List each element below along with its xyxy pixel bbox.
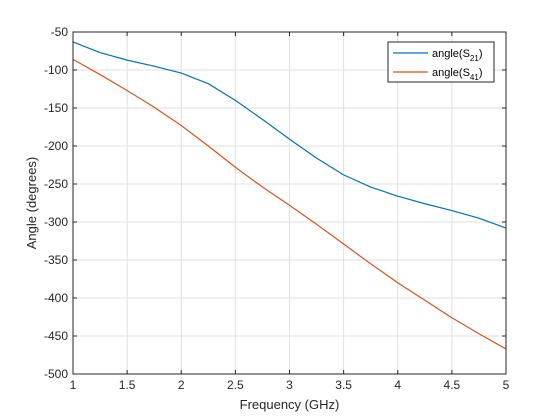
plot-series — [72, 41, 507, 350]
grid — [72, 31, 507, 375]
y-tick-label: -100 — [44, 63, 68, 77]
legend-text-subscript: 21 — [470, 54, 479, 63]
series-line-1 — [72, 41, 507, 229]
x-tick-label: 1.5 — [119, 378, 136, 392]
x-tick-label: 3.5 — [335, 378, 352, 392]
axis-ticks: 1 1.5 2 2.5 3 3.5 4 4.5 5 -50 -100 -150 -200 -250 -300… — [44, 25, 510, 392]
y-axis-label: Angle (degrees) — [24, 157, 39, 250]
legend: angle(S21)angle(S41) — [387, 41, 495, 83]
x-tick-label: 4 — [394, 378, 401, 392]
y-tick-label: -350 — [44, 253, 68, 267]
x-tick-label: 2 — [178, 378, 185, 392]
y-tick-label: -200 — [44, 139, 68, 153]
x-tick-label: 5 — [503, 378, 510, 392]
y-tick-label: -150 — [44, 101, 68, 115]
x-tick-label: 4.5 — [444, 378, 461, 392]
legend-text-tail: ) — [479, 48, 483, 60]
series-line-2 — [72, 58, 507, 350]
legend-box — [387, 41, 495, 83]
y-tick-label: -450 — [44, 329, 68, 343]
legend-text-tail: ) — [479, 67, 483, 79]
legend-entry-label: angle(S41) — [432, 67, 483, 82]
legend-text-base: angle(S — [432, 48, 470, 60]
y-tick-label: -50 — [51, 25, 69, 39]
y-tick-label: -250 — [44, 177, 68, 191]
legend-entry-label: angle(S21) — [432, 48, 483, 63]
x-tick-label: 2.5 — [227, 378, 244, 392]
x-axis-label: Frequency (GHz) — [240, 397, 340, 412]
legend-text-base: angle(S — [432, 67, 470, 79]
y-tick-label: -300 — [44, 215, 68, 229]
x-tick-label: 3 — [286, 378, 293, 392]
legend-text-subscript: 41 — [470, 73, 479, 82]
x-tick-label: 1 — [70, 378, 77, 392]
y-tick-label: -500 — [44, 367, 68, 381]
y-tick-label: -400 — [44, 291, 68, 305]
